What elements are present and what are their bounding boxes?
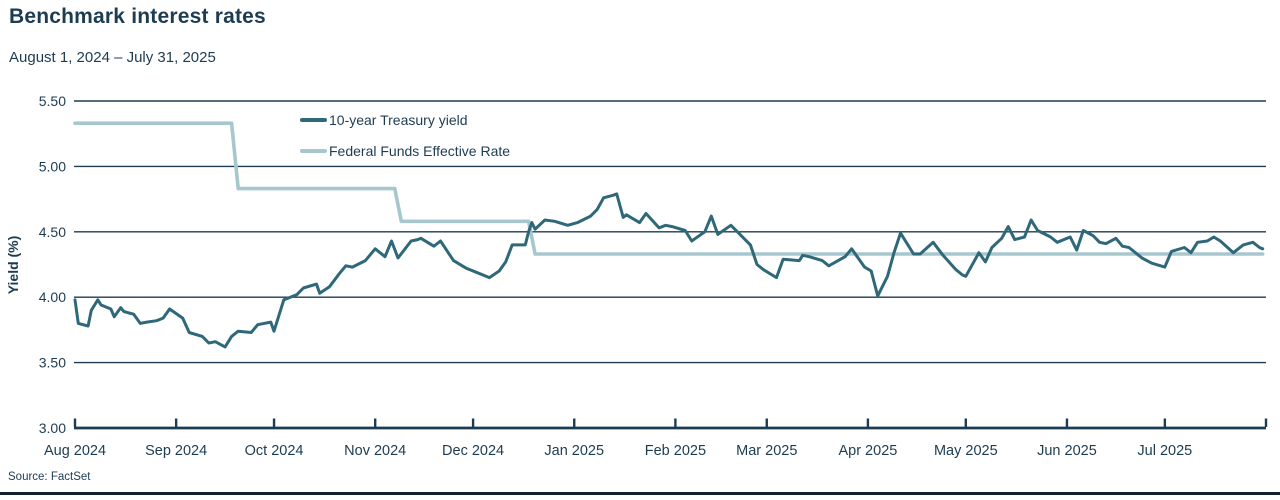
y-tick-label: 3.50 [39,355,66,371]
fed-funds-line-swatch-icon [300,148,327,153]
x-tick-label: Mar 2025 [736,443,797,459]
x-tick-label: Jun 2025 [1037,443,1097,459]
series-line-federal-funds-effective-rate [73,121,1265,256]
chart-subtitle: August 1, 2024 – July 31, 2025 [9,49,216,66]
y-tick-label: 5.50 [39,93,66,109]
x-tick-label: May 2025 [934,443,998,459]
legend-label-fed-funds: Federal Funds Effective Rate [329,142,511,159]
x-tick-label: Feb 2025 [645,443,706,459]
x-tick-label: Oct 2024 [245,443,304,459]
chart-legend: 10-year Treasury yield Federal Funds Eff… [300,107,510,169]
y-tick-label: 4.50 [39,224,66,240]
footer-bar [0,492,1280,495]
x-tick-label: Nov 2024 [344,443,406,459]
x-tick-label: Aug 2024 [44,443,106,459]
legend-item-fed-funds: Federal Funds Effective Rate [300,138,510,163]
y-tick-label: 3.00 [39,420,66,436]
x-tick-label: Jul 2025 [1137,443,1192,459]
source-note: Source: FactSet [8,471,91,483]
x-tick-label: Dec 2024 [442,443,504,459]
legend-label-treasury: 10-year Treasury yield [329,111,468,128]
x-tick-label: Sep 2024 [145,443,207,459]
y-tick-label: 4.00 [39,289,66,305]
y-tick-label: 5.00 [39,158,66,174]
x-tick-label: Apr 2025 [838,443,897,459]
legend-item-treasury: 10-year Treasury yield [300,107,510,132]
x-tick-label: Jan 2025 [544,443,604,459]
treasury-line-swatch-icon [300,117,327,122]
series-line-10-year-treasury-yield [73,192,1265,349]
page-title: Benchmark interest rates [9,5,266,28]
